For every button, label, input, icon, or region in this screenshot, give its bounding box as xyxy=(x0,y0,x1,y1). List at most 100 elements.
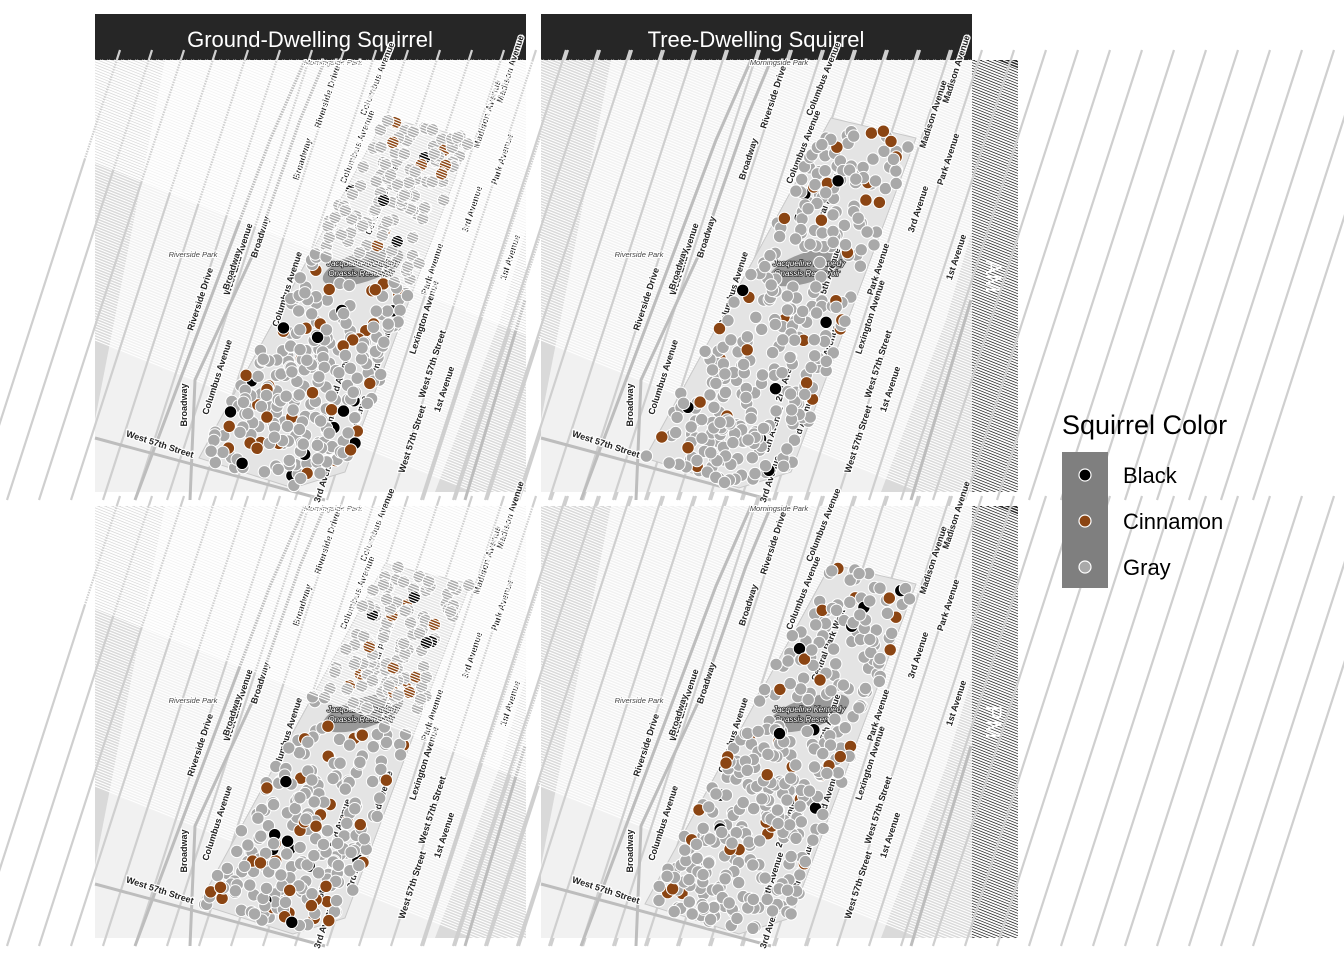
squirrel-point-gray xyxy=(365,774,380,789)
squirrel-point-gray xyxy=(713,415,727,430)
column-label-ground: Ground-Dwelling Squirrel xyxy=(187,27,433,52)
squirrel-point-gray xyxy=(783,387,798,401)
squirrel-point-gray xyxy=(718,872,732,886)
place-label: Morningside Park xyxy=(750,504,810,513)
squirrel-point-cinnamon xyxy=(304,898,319,913)
squirrel-point-gray xyxy=(338,348,353,363)
squirrel-point-gray xyxy=(300,353,314,367)
squirrel-point-gray xyxy=(298,286,312,300)
squirrel-point-gray xyxy=(794,815,808,829)
squirrel-point-gray xyxy=(780,303,795,317)
squirrel-point-gray xyxy=(820,766,834,781)
squirrel-point-gray xyxy=(696,900,711,914)
squirrel-point-gray xyxy=(305,887,319,901)
squirrel-point-gray xyxy=(346,883,360,897)
squirrel-point-gray xyxy=(400,288,415,303)
squirrel-point-gray xyxy=(360,396,374,411)
squirrel-point-gray xyxy=(807,760,822,774)
squirrel-point-gray xyxy=(783,676,798,691)
squirrel-point-black xyxy=(280,834,295,848)
squirrel-point-gray xyxy=(293,271,307,285)
squirrel-point-gray xyxy=(765,345,780,360)
squirrel-point-gray xyxy=(316,837,331,852)
squirrel-point-gray xyxy=(695,431,709,445)
squirrel-point-gray xyxy=(331,858,346,873)
squirrel-point-gray xyxy=(758,259,772,274)
reservoir-label: Onassis Reservoir xyxy=(328,269,394,278)
squirrel-point-gray xyxy=(220,861,235,876)
squirrel-point-cinnamon xyxy=(814,213,829,227)
squirrel-point-gray xyxy=(806,833,820,847)
squirrel-point-black xyxy=(831,174,845,188)
squirrel-point-cinnamon xyxy=(260,781,274,795)
squirrel-point-black xyxy=(772,726,787,741)
squirrel-point-cinnamon xyxy=(719,756,733,770)
avenues xyxy=(419,49,1344,501)
squirrel-point-gray xyxy=(352,858,366,873)
street-label: Broadway xyxy=(625,383,635,426)
squirrel-point-cinnamon xyxy=(283,883,297,897)
squirrel-point-gray xyxy=(307,795,321,809)
squirrel-point-gray xyxy=(863,632,877,647)
squirrel-point-cinnamon xyxy=(882,591,896,605)
squirrel-point-gray xyxy=(350,371,364,385)
squirrel-point-gray xyxy=(854,243,868,257)
squirrel-point-cinnamon xyxy=(884,134,898,149)
squirrel-point-gray xyxy=(878,181,893,196)
squirrel-point-gray xyxy=(757,682,772,697)
squirrel-point-gray xyxy=(842,163,857,177)
squirrel-point-cinnamon xyxy=(355,728,369,742)
squirrel-point-gray xyxy=(783,350,797,365)
squirrel-point-gray xyxy=(739,390,753,405)
squirrel-point-gray xyxy=(319,323,334,337)
squirrel-point-gray xyxy=(784,403,799,417)
squirrel-point-gray xyxy=(721,313,735,328)
squirrel-point-gray xyxy=(236,395,251,409)
squirrel-point-gray xyxy=(299,812,313,826)
legend-key-gray xyxy=(1078,560,1092,574)
squirrel-point-gray xyxy=(747,801,761,816)
street-label: Broadway xyxy=(179,829,189,872)
squirrel-point-gray xyxy=(332,366,346,380)
legend: Black Cinnamon Gray xyxy=(1078,463,1223,580)
squirrel-point-gray xyxy=(789,184,803,198)
squirrel-point-gray xyxy=(793,799,807,813)
squirrel-point-gray xyxy=(815,137,829,152)
squirrel-point-gray xyxy=(775,366,789,380)
squirrel-point-gray xyxy=(293,323,307,337)
squirrel-point-gray xyxy=(769,404,783,418)
squirrel-point-gray xyxy=(828,712,842,726)
squirrel-point-cinnamon xyxy=(864,126,879,140)
squirrel-point-gray xyxy=(787,433,802,447)
squirrel-point-gray xyxy=(259,881,274,896)
squirrel-point-gray xyxy=(393,748,408,762)
squirrel-point-gray xyxy=(324,389,338,403)
squirrel-point-gray xyxy=(730,911,744,926)
squirrel-point-gray xyxy=(758,871,772,885)
squirrel-point-gray xyxy=(886,152,901,167)
squirrel-point-gray xyxy=(241,838,255,852)
squirrel-point-cinnamon xyxy=(379,773,393,787)
squirrel-point-gray xyxy=(885,626,899,641)
reservoir-label: Onassis Reservoir xyxy=(774,715,840,724)
squirrel-point-black xyxy=(285,915,299,929)
squirrel-point-cinnamon xyxy=(343,443,358,457)
squirrel-point-gray xyxy=(268,856,282,871)
squirrel-point-cinnamon xyxy=(222,419,236,433)
squirrel-point-gray xyxy=(851,211,865,225)
squirrel-point-gray xyxy=(230,844,244,859)
street-label: Broadway xyxy=(625,829,635,872)
squirrel-point-gray xyxy=(838,721,852,735)
squirrel-point-gray xyxy=(293,840,307,855)
squirrel-point-cinnamon xyxy=(353,817,367,832)
squirrel-point-gray xyxy=(829,603,844,618)
squirrel-point-gray xyxy=(377,335,391,349)
squirrel-point-gray xyxy=(662,456,676,470)
squirrel-point-gray xyxy=(838,238,853,252)
squirrel-point-black xyxy=(336,404,351,418)
squirrel-point-gray xyxy=(373,791,387,805)
squirrel-point-gray xyxy=(703,912,718,927)
squirrel-point-gray xyxy=(282,453,297,468)
squirrel-point-gray xyxy=(274,868,288,882)
squirrel-point-gray xyxy=(676,396,691,410)
